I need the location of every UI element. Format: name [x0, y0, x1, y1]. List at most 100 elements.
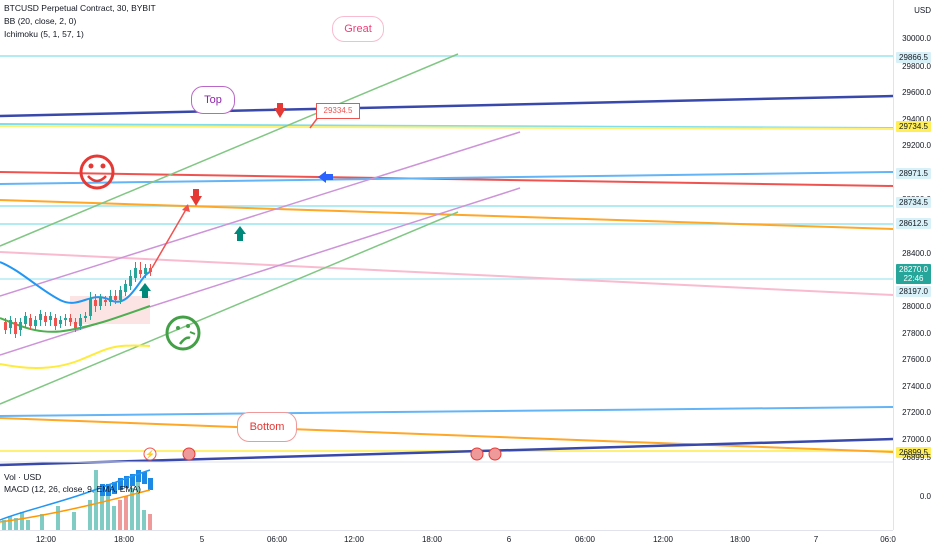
great-callout[interactable]: Great [332, 16, 384, 42]
candle-body [29, 318, 32, 326]
arrow-down-icon-stem [277, 103, 283, 109]
histogram-bar [100, 484, 104, 530]
macd-histogram [2, 470, 153, 530]
price-tick: 28400.0 [902, 249, 931, 258]
candle-body [4, 322, 7, 330]
channel-green-lower[interactable] [0, 211, 459, 405]
trendline-blue-low[interactable] [0, 406, 894, 417]
price-badge: 26899.5 [896, 447, 931, 458]
arrow-up-icon[interactable] [234, 226, 246, 234]
us-flag-icon[interactable] [182, 447, 196, 461]
candle-body [99, 298, 102, 306]
candle-body [149, 268, 152, 272]
flag-icon[interactable]: ⚡ [143, 447, 157, 461]
arrow-down-icon-stem [193, 189, 199, 197]
histogram-bar [26, 520, 30, 530]
arrow-up-icon-stem [237, 234, 243, 241]
trendline-blue[interactable] [0, 171, 894, 185]
channel-purple-upper[interactable] [0, 131, 521, 297]
histogram-bar [72, 512, 76, 530]
histogram-bar [2, 520, 6, 530]
time-label: 7 [813, 535, 819, 544]
histogram-bar [136, 472, 140, 530]
time-label: 06:00 [574, 535, 596, 544]
candle-body [39, 314, 42, 320]
trendline-navy-bottom[interactable] [0, 437, 894, 467]
top-callout[interactable]: Top [191, 86, 235, 114]
arrow-down-icon[interactable] [274, 108, 286, 118]
histogram-bar [20, 512, 24, 530]
symbol-title[interactable]: BTCUSD Perpetual Contract, 30, BYBIT [4, 3, 156, 13]
price-badge: 28270.0 [896, 264, 931, 275]
bottom-callout[interactable]: Bottom [237, 412, 297, 442]
us-flag-icon[interactable] [488, 447, 502, 461]
macd-line [0, 469, 151, 521]
candle-body [59, 320, 62, 324]
candle-body [19, 322, 22, 330]
histogram-bar [142, 510, 146, 530]
currency-label: USD [914, 6, 931, 15]
candle-body [79, 318, 82, 326]
lower-tick: 0.0 [919, 492, 931, 501]
trendline-navy-top[interactable] [0, 94, 894, 118]
candle-body [44, 316, 47, 322]
time-label: 5 [199, 535, 205, 544]
histogram-bar [56, 506, 60, 530]
candle-body [139, 270, 142, 274]
time-label: 06:00 [266, 535, 288, 544]
trendline-pink[interactable] [0, 251, 894, 296]
arrow-left-icon-stem [326, 174, 333, 180]
price-tick: 27800.0 [902, 329, 931, 338]
level-line[interactable] [0, 125, 894, 130]
price-tick: 29600.0 [902, 88, 931, 97]
histogram-bar [130, 488, 134, 530]
level-line[interactable] [0, 123, 894, 129]
chart-pane[interactable]: ⚡ BTCUSD Perpetual Contract, 30, BYBIT B… [0, 0, 894, 530]
time-axis[interactable]: 12:00 18:00 5 06:00 12:00 18:00 6 06:00 12:00 18:… [0, 530, 896, 551]
time-label: 12:00 [35, 535, 57, 544]
volume-bar [112, 482, 117, 494]
sad-face-icon[interactable] [165, 315, 201, 351]
price-tick: 27400.0 [902, 382, 931, 391]
forecast-arrowhead [182, 204, 190, 212]
bb-upper-line [0, 261, 151, 304]
time-label: 6 [506, 535, 512, 544]
ichimoku-indicator-label[interactable]: Ichimoku (5, 1, 57, 1) [4, 29, 84, 39]
histogram-bar [118, 500, 122, 530]
bb-indicator-label[interactable]: BB (20, close, 2, 0) [4, 16, 77, 26]
price-axis[interactable]: USD 30000.0 29800.0 29600.0 29400.0 29200.0 2… [893, 0, 932, 530]
trendline-orange[interactable] [0, 199, 894, 230]
price-note[interactable]: 29334.5 [316, 103, 360, 119]
candle-body [24, 316, 27, 324]
volume-bar [142, 472, 147, 484]
candle-body [144, 268, 147, 274]
price-badge: 29866.5 [896, 52, 931, 63]
arrow-left-icon[interactable] [318, 171, 326, 183]
macd-label[interactable]: MACD (12, 26, close, 9, EMA, EMA) [4, 484, 141, 494]
candle-body [9, 320, 12, 328]
candle-body [49, 316, 52, 320]
histogram-bar [14, 518, 18, 530]
histogram-bar [94, 470, 98, 530]
channel-green-upper[interactable] [0, 53, 459, 247]
chart-canvas[interactable]: ⚡ [0, 0, 894, 530]
us-flag-icon[interactable] [470, 447, 484, 461]
arrow-down-icon[interactable] [190, 196, 202, 206]
candle-body [14, 322, 17, 334]
candle-body [89, 298, 92, 316]
trendline-orange-low[interactable] [0, 417, 894, 453]
time-label: 12:00 [343, 535, 365, 544]
candle-body [119, 290, 122, 300]
bb-lower-line [0, 344, 151, 369]
signal-line [0, 489, 151, 523]
price-badge: 28971.5 [896, 168, 931, 179]
happy-face-icon[interactable] [79, 154, 115, 190]
price-tick: 29200.0 [902, 141, 931, 150]
price-tick: 27200.0 [902, 408, 931, 417]
volume-bar [100, 484, 105, 496]
volume-label[interactable]: Vol · USD [4, 472, 42, 482]
arrow-up-icon[interactable] [139, 283, 151, 291]
volume-bar [148, 478, 153, 490]
volume-bar [136, 470, 141, 482]
lower-pane-badge: 26899.5 [902, 453, 931, 462]
